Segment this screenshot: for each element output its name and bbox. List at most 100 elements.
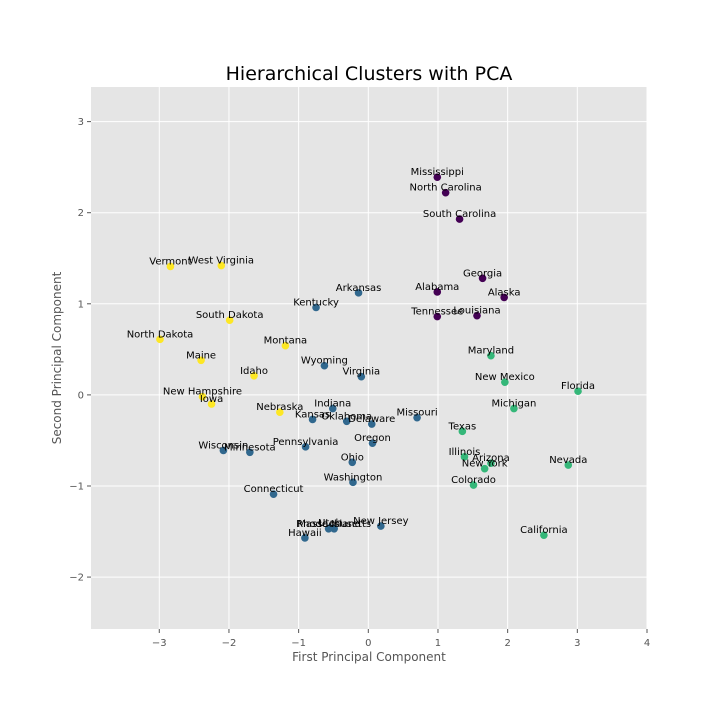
- data-point: [354, 289, 363, 297]
- data-point: [433, 288, 442, 296]
- x-tick-label: 2: [504, 638, 510, 649]
- data-points: [156, 173, 582, 542]
- point-label: Maryland: [468, 346, 514, 357]
- grid-lines: [91, 87, 648, 629]
- data-point: [455, 215, 464, 223]
- data-point: [269, 490, 278, 498]
- x-tick-label: 3: [574, 638, 580, 649]
- data-point: [281, 341, 290, 350]
- data-point: [501, 378, 509, 386]
- y-tick-label: 1: [78, 299, 84, 310]
- point-label: North Carolina: [409, 183, 481, 194]
- point-label: West Virginia: [189, 256, 254, 267]
- point-label: Texas: [448, 421, 477, 432]
- point-label: Oklahoma: [321, 411, 372, 422]
- x-tick-label: −3: [152, 638, 167, 649]
- x-tick-label: −1: [291, 638, 306, 649]
- point-label: Hawaii: [288, 528, 322, 539]
- point-label: Iowa: [200, 394, 223, 405]
- data-point: [156, 335, 164, 344]
- point-label: Minnesota: [224, 442, 276, 453]
- point-label: New Mexico: [475, 372, 535, 383]
- data-point: [487, 351, 495, 360]
- point-label: Wisconsin: [198, 440, 248, 451]
- point-label: Colorado: [451, 475, 496, 486]
- point-label: Kansas: [295, 409, 330, 420]
- point-label: South Carolina: [423, 209, 496, 220]
- point-label: Delaware: [348, 414, 395, 425]
- point-label: New Jersey: [353, 516, 409, 527]
- point-label: Ohio: [341, 452, 364, 463]
- point-label: Alaska: [488, 287, 521, 298]
- point-label: Indiana: [314, 399, 351, 410]
- data-point: [433, 173, 442, 181]
- x-tick-label: −2: [222, 638, 237, 649]
- x-axis-label: First Principal Component: [292, 650, 446, 664]
- point-label: New York: [462, 459, 508, 470]
- data-point: [276, 408, 284, 417]
- data-point: [433, 312, 442, 321]
- point-label: Mississippi: [411, 167, 464, 178]
- data-point: [540, 531, 548, 539]
- point-label: Nevada: [549, 455, 587, 466]
- x-tick-label: 4: [644, 638, 650, 649]
- data-point: [219, 446, 228, 455]
- data-point: [368, 439, 377, 447]
- x-tick-label: 0: [365, 638, 371, 649]
- point-labels: Alabama Alaska Arizona Arkansas California Co…: [127, 167, 595, 539]
- data-point: [349, 478, 357, 487]
- point-label: Kentucky: [293, 297, 339, 308]
- data-point: [413, 413, 421, 422]
- axis-ticks: −3 −2 −1 0 1 2 3 4 −2 −1 0 1 2 3: [69, 117, 650, 649]
- data-point: [250, 371, 258, 380]
- data-point: [377, 522, 385, 530]
- plot-area: [91, 87, 647, 629]
- data-point: [458, 427, 467, 436]
- data-point: [357, 372, 366, 381]
- data-point: [500, 293, 508, 302]
- data-point: [301, 443, 310, 451]
- point-label: Tennessee: [410, 307, 463, 318]
- point-label: South Dakota: [196, 310, 264, 321]
- data-point: [326, 524, 334, 532]
- x-tick-label: 1: [435, 638, 441, 649]
- data-point: [564, 461, 573, 469]
- point-label: Washington: [324, 472, 383, 483]
- data-point: [469, 481, 478, 489]
- point-label: Missouri: [396, 408, 437, 419]
- point-label: Pennsylvania: [273, 437, 339, 448]
- data-point: [510, 404, 518, 413]
- data-point: [246, 448, 254, 457]
- data-point: [166, 262, 175, 271]
- point-label: Arizona: [472, 453, 510, 464]
- point-label: Utah: [318, 518, 342, 529]
- data-point: [441, 188, 450, 197]
- point-label: North Dakota: [127, 329, 194, 340]
- data-point: [225, 316, 234, 324]
- data-point: [487, 459, 495, 468]
- point-label: Rhode Island: [296, 519, 361, 530]
- point-label: Alabama: [415, 282, 459, 293]
- data-point: [480, 464, 489, 473]
- point-label: Idaho: [240, 366, 268, 377]
- point-label: Nebraska: [256, 402, 303, 413]
- data-point: [207, 400, 216, 408]
- point-label: Oregon: [354, 433, 391, 444]
- point-label: California: [520, 525, 568, 536]
- data-point: [312, 303, 320, 312]
- data-point: [460, 453, 469, 461]
- data-point: [197, 356, 205, 365]
- y-tick-label: 3: [78, 117, 84, 128]
- chart-title: Hierarchical Clusters with PCA: [226, 63, 513, 85]
- point-label: Michigan: [492, 399, 537, 410]
- data-point: [198, 392, 207, 401]
- point-label: Georgia: [463, 268, 502, 279]
- point-label: Wyoming: [301, 356, 348, 367]
- point-label: Montana: [264, 336, 308, 347]
- point-label: Florida: [561, 381, 595, 392]
- data-point: [367, 420, 376, 428]
- data-point: [478, 274, 487, 283]
- y-axis-label: Second Principal Component: [50, 271, 64, 444]
- y-tick-label: 2: [78, 208, 84, 219]
